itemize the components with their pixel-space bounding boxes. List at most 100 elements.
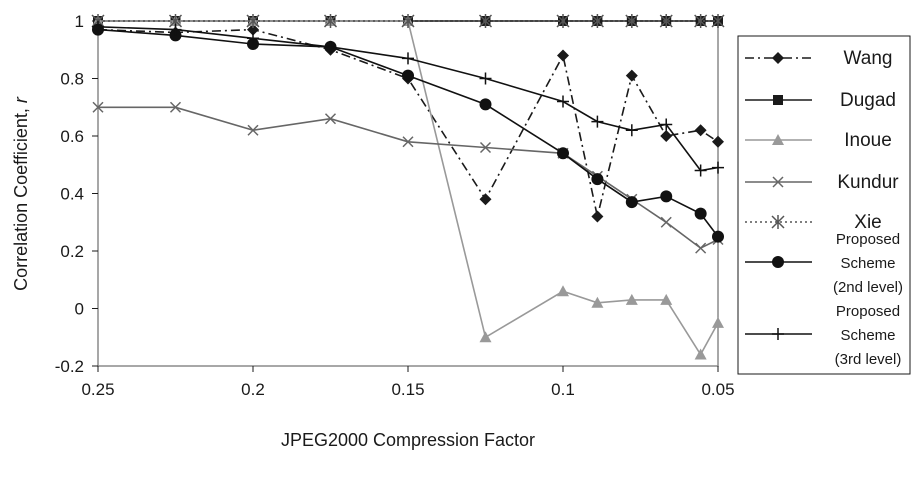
x-axis-ticks: 0.25 0.2 0.15 0.1 0.05 — [81, 366, 735, 399]
x-tick-label: 0.15 — [391, 380, 424, 399]
data-point-proposed-scheme-2nd-level — [694, 207, 707, 220]
y-tick-label: 0.2 — [60, 242, 84, 261]
y-tick-label: 1 — [75, 12, 84, 31]
data-point-wang — [247, 23, 259, 36]
y-tick-label: 0.6 — [60, 127, 84, 146]
legend-item-dugad: Dugad — [745, 90, 896, 111]
legend-label-dugad: Dugad — [840, 90, 896, 111]
data-point-proposed-scheme-3rd-level — [324, 40, 337, 53]
legend-item-kundur: Kundur — [745, 172, 899, 193]
series-layer — [91, 14, 725, 360]
data-point-inoue — [591, 296, 604, 308]
data-point-proposed-scheme-3rd-level — [169, 23, 182, 36]
data-point-inoue — [479, 331, 492, 343]
data-point-xie — [711, 14, 725, 28]
legend-label-proposed-scheme-3rd-level: Scheme — [840, 327, 895, 344]
series-line-proposed-scheme-2nd-level — [97, 28, 719, 238]
legend-marker-proposed-scheme-3rd-level — [772, 328, 784, 340]
legend-label-proposed-scheme-2nd-level: Proposed — [836, 231, 900, 248]
legend-label-proposed-scheme-3rd-level: Proposed — [836, 303, 900, 320]
data-point-proposed-scheme-3rd-level — [557, 95, 569, 108]
legend-box — [737, 35, 911, 375]
data-point-wang — [712, 135, 724, 148]
data-point-xie — [401, 14, 415, 28]
data-point-xie — [625, 14, 639, 28]
data-point-kundur — [324, 113, 337, 125]
data-point-proposed-scheme-3rd-level — [479, 72, 492, 85]
data-point-inoue — [694, 348, 707, 360]
data-point-proposed-scheme-3rd-level — [712, 161, 724, 174]
data-point-proposed-scheme-3rd-level — [247, 32, 259, 45]
legend-label-proposed-scheme-2nd-level: (2nd level) — [833, 279, 903, 296]
series-kundur — [92, 101, 724, 254]
data-point-proposed-scheme-3rd-level — [625, 124, 638, 137]
data-point-inoue — [625, 293, 638, 305]
y-tick-label: -0.2 — [55, 357, 84, 376]
data-point-proposed-scheme-3rd-level — [694, 164, 707, 177]
y-tick-label: 0.4 — [60, 185, 84, 204]
legend-marker-xie — [771, 215, 785, 229]
data-point-xie — [556, 14, 570, 28]
data-point-inoue — [557, 285, 569, 297]
y-tick-label: 0 — [75, 300, 84, 319]
y-axis-ticks: -0.2 0 0.2 0.4 0.6 0.8 1 — [55, 12, 98, 376]
series-line-inoue — [98, 20, 719, 357]
data-point-inoue — [712, 316, 724, 328]
data-point-wang — [591, 210, 604, 223]
legend-marker-inoue — [772, 134, 784, 145]
legend-item-proposed-scheme-3rd-level: Proposed Scheme (3rd level) — [745, 303, 901, 368]
data-point-xie — [478, 14, 493, 28]
data-point-xie — [659, 14, 673, 28]
series-proposed-scheme-3rd-level — [92, 20, 724, 177]
legend-item-proposed-scheme-2nd-level: Proposed Scheme (2nd level) — [745, 231, 903, 296]
y-tick-label: 0.8 — [60, 70, 84, 89]
data-point-proposed-scheme-3rd-level — [660, 118, 673, 131]
legend-label-xie: Xie — [854, 212, 881, 233]
x-tick-label: 0.2 — [241, 380, 265, 399]
data-point-proposed-scheme-2nd-level — [479, 98, 492, 111]
x-tick-label: 0.05 — [701, 380, 734, 399]
x-tick-label: 0.1 — [551, 380, 575, 399]
data-point-proposed-scheme-2nd-level — [402, 69, 414, 82]
series-line-wang — [97, 28, 719, 217]
data-point-kundur — [695, 242, 707, 254]
data-point-proposed-scheme-2nd-level — [625, 196, 638, 209]
data-point-proposed-scheme-2nd-level — [712, 230, 724, 243]
data-point-wang — [479, 193, 492, 206]
data-point-kundur — [660, 216, 672, 228]
data-point-wang — [625, 69, 638, 82]
legend-items: WangDugadInoueKundurXieProposedScheme(2n… — [745, 48, 903, 368]
data-point-inoue — [660, 293, 673, 305]
data-point-proposed-scheme-2nd-level — [591, 173, 604, 186]
legend-label-proposed-scheme-2nd-level: Scheme — [840, 255, 895, 272]
data-point-xie — [590, 14, 604, 28]
series-xie — [91, 14, 725, 28]
legend-item-wang: Wang — [745, 48, 892, 69]
data-point-proposed-scheme-3rd-level — [92, 20, 104, 33]
legend-label-wang: Wang — [844, 48, 893, 69]
data-point-xie — [694, 14, 708, 28]
data-point-proposed-scheme-2nd-level — [660, 190, 673, 203]
series-line-kundur — [98, 106, 719, 250]
data-point-proposed-scheme-3rd-level — [591, 115, 604, 128]
data-point-wang — [660, 130, 673, 142]
legend-item-inoue: Inoue — [745, 130, 892, 151]
data-point-xie — [246, 14, 260, 28]
data-point-kundur — [169, 101, 182, 113]
legend-marker-kundur — [772, 176, 784, 188]
data-point-proposed-scheme-3rd-level — [402, 52, 414, 65]
data-point-proposed-scheme-2nd-level — [557, 147, 569, 160]
series-line-proposed-scheme-3rd-level — [97, 26, 719, 172]
data-point-xie — [323, 14, 338, 28]
data-point-kundur — [247, 124, 259, 136]
data-point-kundur — [92, 101, 104, 113]
legend-marker-proposed-scheme-2nd-level — [772, 256, 784, 268]
y-axis-title: Correlation Coefficient, r — [11, 96, 31, 291]
legend-marker-dugad — [773, 95, 783, 105]
data-point-kundur — [479, 141, 492, 154]
data-point-wang — [557, 49, 569, 62]
legend-marker-wang — [772, 52, 784, 64]
legend-label-kundur: Kundur — [837, 172, 899, 193]
legend: WangDugadInoueKundurXieProposedScheme(2n… — [737, 35, 911, 375]
